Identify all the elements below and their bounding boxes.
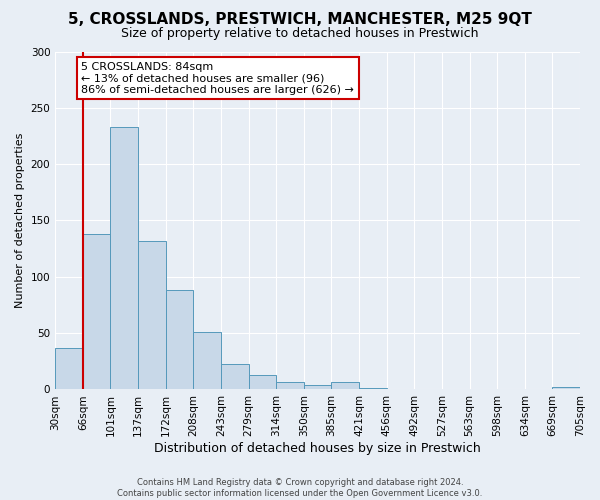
Bar — [248, 375, 276, 390]
X-axis label: Distribution of detached houses by size in Prestwich: Distribution of detached houses by size … — [154, 442, 481, 455]
Bar — [553, 387, 580, 390]
Bar — [276, 382, 304, 390]
Text: 5 CROSSLANDS: 84sqm
← 13% of detached houses are smaller (96)
86% of semi-detach: 5 CROSSLANDS: 84sqm ← 13% of detached ho… — [82, 62, 354, 95]
Bar — [166, 290, 193, 390]
Bar — [83, 234, 110, 390]
Y-axis label: Number of detached properties: Number of detached properties — [15, 133, 25, 308]
Bar — [304, 385, 331, 390]
Bar — [331, 382, 359, 390]
Bar — [221, 364, 248, 390]
Bar — [55, 348, 83, 390]
Text: 5, CROSSLANDS, PRESTWICH, MANCHESTER, M25 9QT: 5, CROSSLANDS, PRESTWICH, MANCHESTER, M2… — [68, 12, 532, 28]
Text: Size of property relative to detached houses in Prestwich: Size of property relative to detached ho… — [121, 28, 479, 40]
Text: Contains HM Land Registry data © Crown copyright and database right 2024.
Contai: Contains HM Land Registry data © Crown c… — [118, 478, 482, 498]
Bar — [193, 332, 221, 390]
Bar — [138, 241, 166, 390]
Bar — [359, 388, 386, 390]
Bar — [110, 127, 138, 390]
